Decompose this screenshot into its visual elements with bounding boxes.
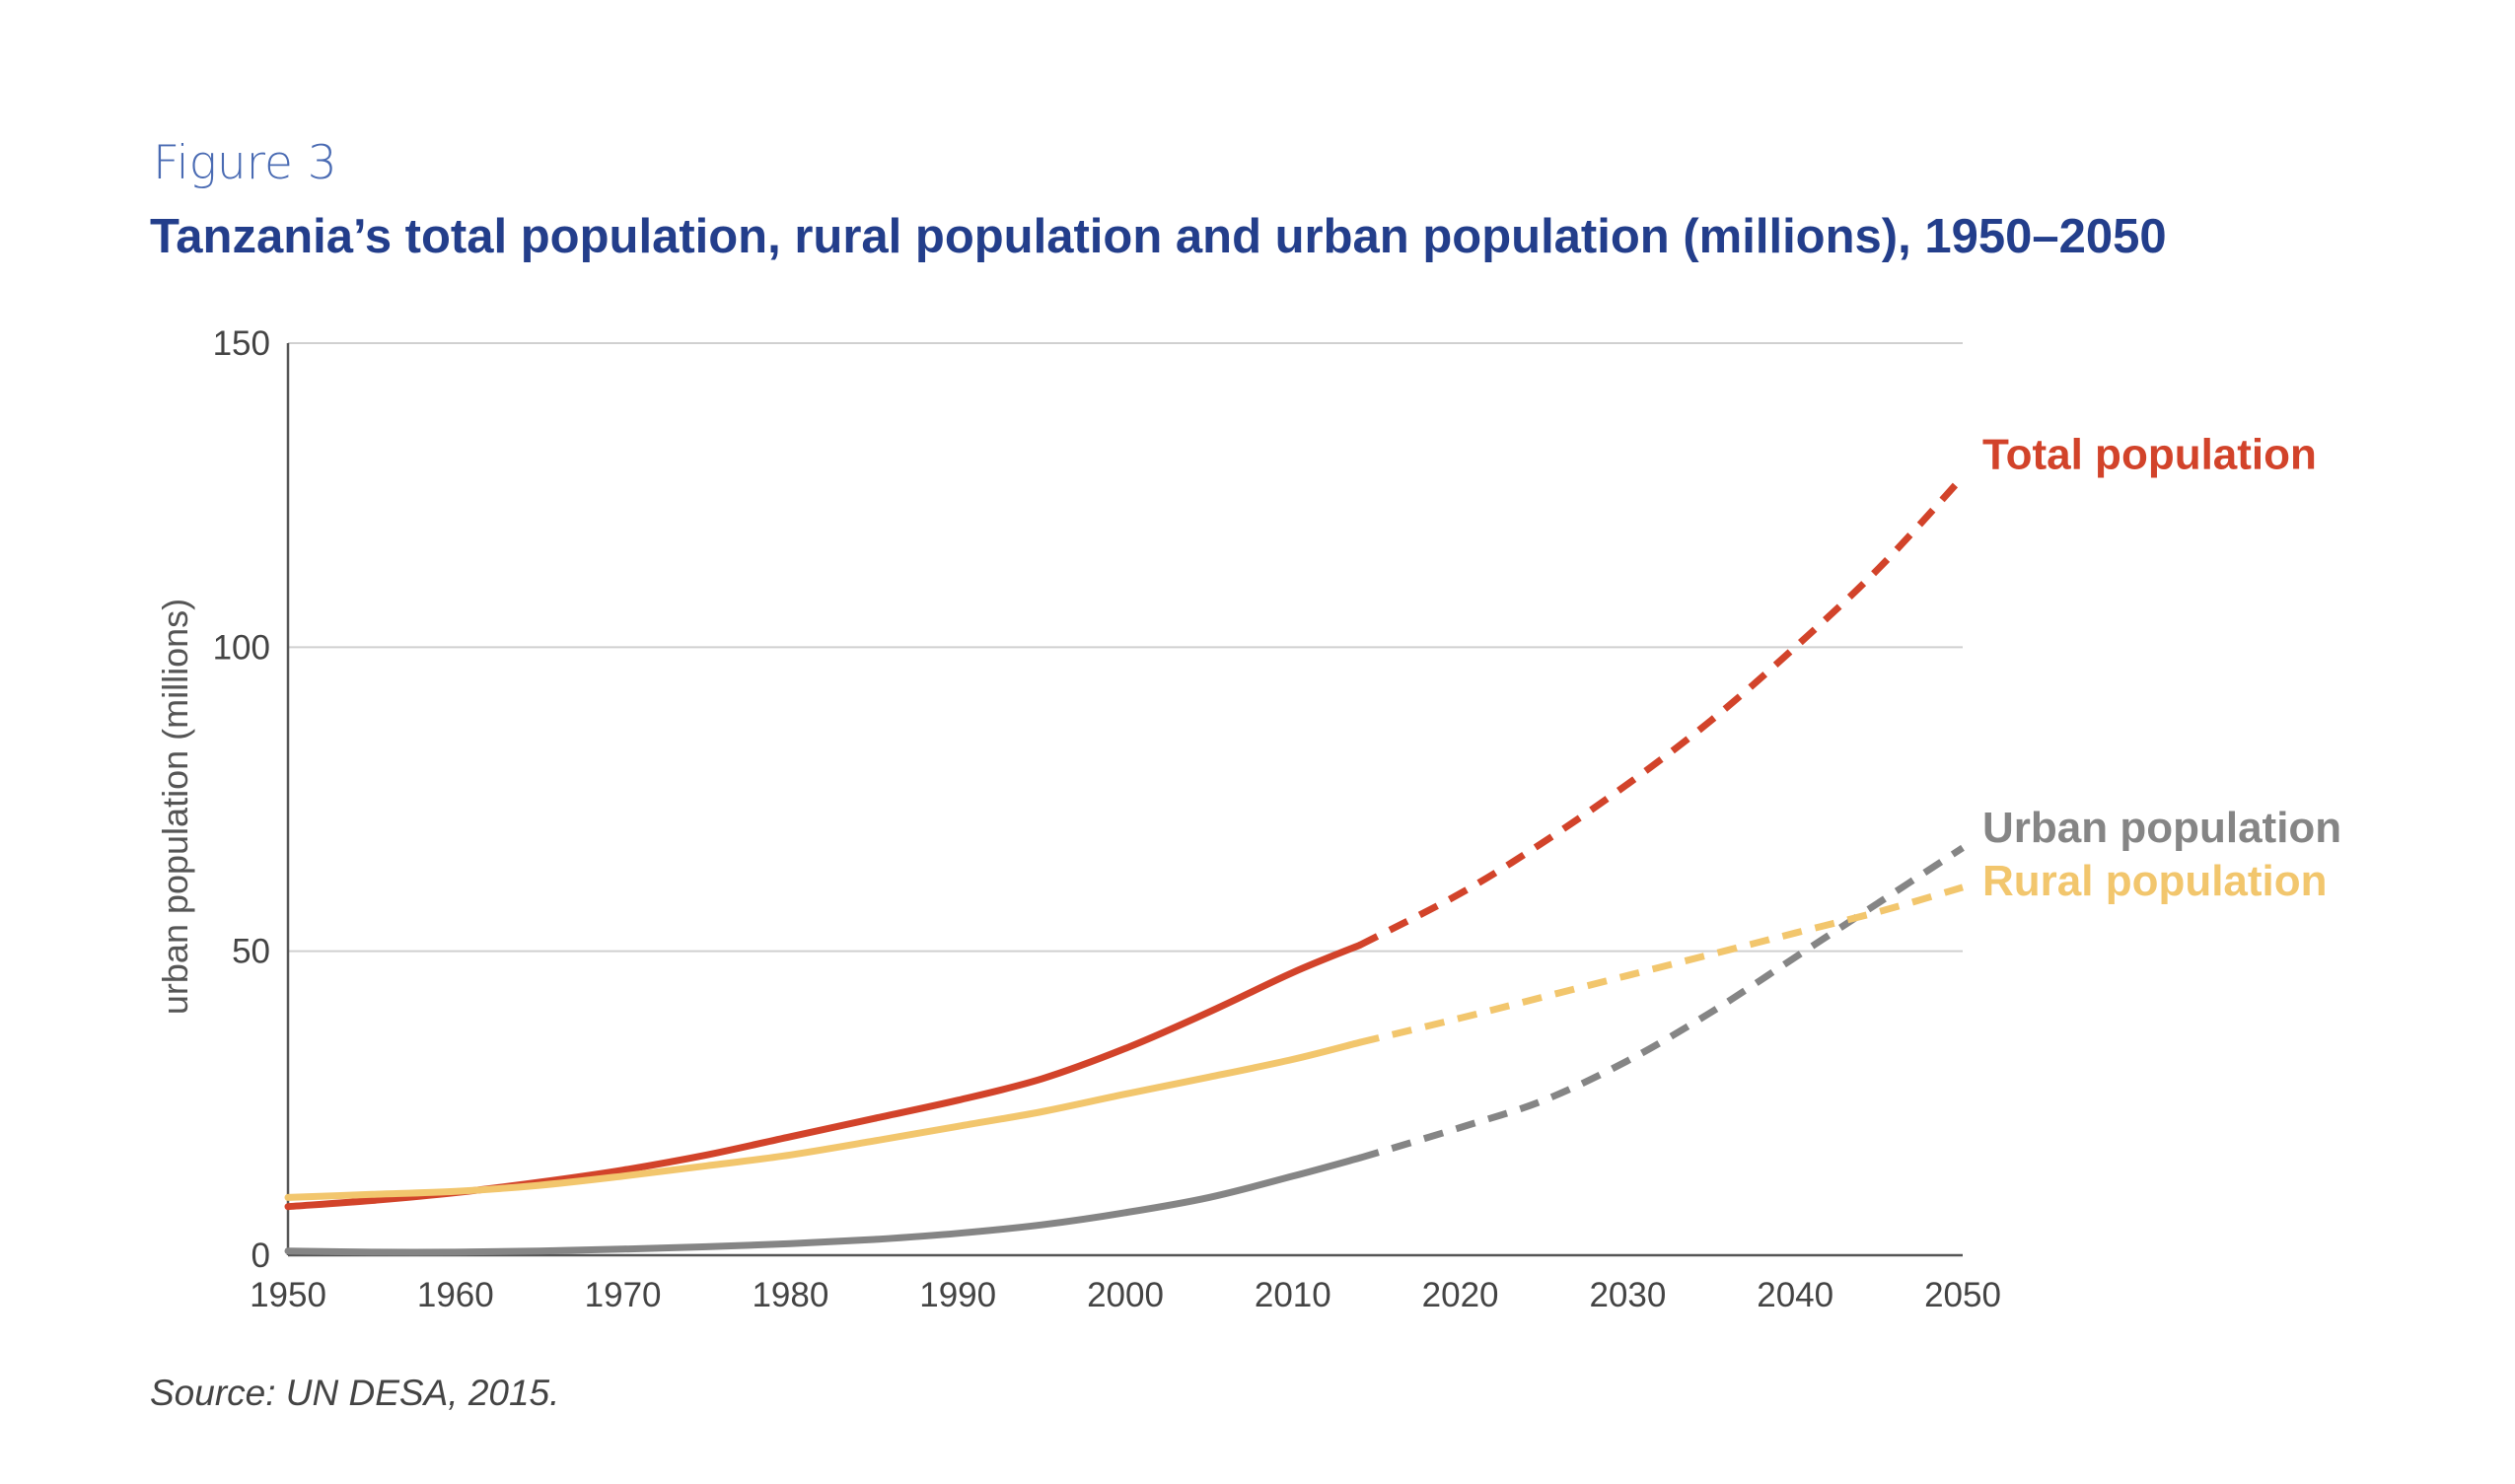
y-tick-label: 50 <box>232 933 270 971</box>
urban-population-line-estimated <box>284 1154 1364 1256</box>
y-tick-label: 150 <box>213 324 270 363</box>
x-tick-label: 1980 <box>752 1276 828 1314</box>
total-population-label: Total population <box>1982 431 2317 479</box>
axes <box>286 343 1963 1257</box>
x-tick-label: 2040 <box>1757 1276 1833 1314</box>
urban-population-label: Urban population <box>1982 804 2341 852</box>
x-tick-label: 1960 <box>417 1276 494 1314</box>
total-population-line-projected <box>1358 474 1966 949</box>
y-axis-title: urban population (millions) <box>155 599 195 1015</box>
rural-population-line-estimated <box>284 1038 1364 1201</box>
x-tick-label: 1990 <box>919 1276 996 1314</box>
series-lines <box>284 474 1966 1256</box>
x-tick-label: 2010 <box>1255 1276 1331 1314</box>
rural-population-label: Rural population <box>1982 857 2328 905</box>
x-tick-label: 2000 <box>1087 1276 1164 1314</box>
rural-population-line-projected <box>1358 883 1964 1046</box>
x-tick-label: 2050 <box>1924 1276 2001 1314</box>
x-tick-label: 2020 <box>1422 1276 1499 1314</box>
series-labels: Total population Urban population Rural po… <box>1982 431 2341 905</box>
urban-population-line-projected <box>1358 844 1965 1162</box>
source-note: Source: UN DESA, 2015. <box>150 1373 560 1413</box>
x-tick-label: 2030 <box>1589 1276 1666 1314</box>
y-tick-label: 0 <box>252 1237 270 1275</box>
gridlines <box>288 342 1963 953</box>
y-tick-label: 100 <box>213 628 270 667</box>
figure-label: Figure 3 <box>153 136 337 190</box>
tick-labels: 0 50 100 150 1950 1960 1970 1980 1990 2000 2010 202… <box>213 324 2001 1314</box>
chart-title: Tanzania’s total population, rural popul… <box>150 210 2167 263</box>
x-tick-label: 1970 <box>585 1276 662 1314</box>
x-tick-label: 1950 <box>250 1276 326 1314</box>
